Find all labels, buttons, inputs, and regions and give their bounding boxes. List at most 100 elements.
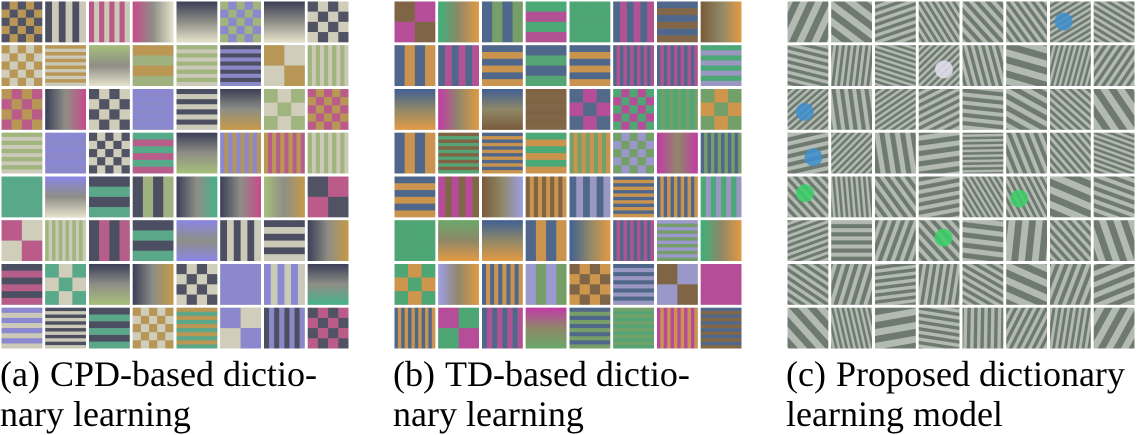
atom-tile (613, 45, 654, 86)
caption-b-label: (b) (393, 354, 435, 394)
atom-tile (831, 307, 872, 349)
atom-tile (787, 1, 829, 43)
atom-tile (875, 264, 916, 305)
atom-tile (1050, 307, 1091, 349)
atom-tile (176, 132, 218, 174)
atom-tile (1006, 132, 1047, 174)
atom-tile (1, 176, 43, 218)
atom-tile (1050, 89, 1091, 130)
atom-tile (307, 176, 349, 218)
atom-tile (657, 1, 698, 43)
atom-tile (307, 1, 349, 43)
atom-tile (1, 132, 43, 174)
atom-tile (438, 89, 479, 130)
atom-tile (89, 307, 130, 349)
atom-tile (1050, 1, 1091, 43)
atom-tile (394, 264, 436, 305)
atom-tile (176, 89, 218, 130)
atom-tile (613, 89, 654, 130)
atom-tile (831, 264, 872, 305)
atom-tile (394, 1, 436, 43)
atom-tile (89, 176, 130, 218)
caption-c-label: (c) (786, 354, 826, 394)
atom-tile (176, 307, 218, 349)
atom-tile (89, 220, 130, 261)
atom-tile (438, 264, 479, 305)
atom-tile (264, 132, 305, 174)
atom-tile (1, 307, 43, 349)
atom-tile (394, 45, 436, 86)
atom-tile (132, 45, 174, 86)
atom-tile (220, 220, 261, 261)
atom-tile (525, 1, 567, 43)
atom-tile (875, 132, 916, 174)
atom-tile (962, 307, 1004, 349)
atom-tile (176, 176, 218, 218)
atom-tile (657, 264, 698, 305)
atom-tile (613, 307, 654, 349)
atom-tile (438, 176, 479, 218)
atom-tile (45, 1, 86, 43)
caption-a-line-1: (a) CPD-based dictio- (0, 354, 350, 394)
caption-b-text-1: TD-based dictio- (444, 354, 690, 394)
atom-tile (1093, 132, 1135, 174)
atom-tile (918, 1, 960, 43)
caption-b-line-1: (b) TD-based dictio- (393, 354, 743, 394)
atom-tile (1006, 89, 1047, 130)
atom-tile (307, 132, 349, 174)
atom-tile (525, 220, 567, 261)
atom-tile (1050, 264, 1091, 305)
atoms-svg-c (787, 1, 1135, 349)
atom-tile (962, 176, 1004, 218)
atom-tile (264, 220, 305, 261)
atom-tile (657, 176, 698, 218)
atom-tile (220, 264, 261, 305)
atom-tile (132, 132, 174, 174)
atom-tile (1006, 307, 1047, 349)
atom-tile (394, 132, 436, 174)
atom-tile (787, 89, 829, 130)
atom-tile (482, 45, 523, 86)
atom-tile (132, 89, 174, 130)
atom-tile (1006, 1, 1047, 43)
atom-tile (1093, 176, 1135, 218)
atom-tile (918, 45, 960, 86)
atom-tile (1006, 220, 1047, 261)
atom-tile (657, 307, 698, 349)
atom-tile (700, 176, 742, 218)
caption-c-line-2: learning model (786, 394, 1003, 434)
atom-tile (307, 89, 349, 130)
atom-tile (787, 45, 829, 86)
atom-tile (700, 307, 742, 349)
atom-tile (132, 176, 174, 218)
atom-tile (831, 1, 872, 43)
atom-tile (831, 89, 872, 130)
atom-tile (482, 176, 523, 218)
atom-tile (525, 89, 567, 130)
atom-tile (787, 176, 829, 218)
atom-tile (700, 264, 742, 305)
atom-tile (394, 307, 436, 349)
atom-tile (264, 264, 305, 305)
atom-tile (394, 220, 436, 261)
atom-tile (438, 307, 479, 349)
caption-a-line-2: nary learning (0, 394, 191, 434)
atoms-svg-a (1, 1, 349, 349)
atom-tile (569, 132, 611, 174)
atom-tile (1093, 45, 1135, 86)
atom-tile (132, 220, 174, 261)
atoms-svg-b (394, 1, 742, 349)
atom-tile (482, 220, 523, 261)
caption-c-line-1: (c) Proposed dictionary (786, 354, 1136, 394)
atom-tile (264, 45, 305, 86)
atom-tile (875, 307, 916, 349)
atom-tile (918, 307, 960, 349)
atom-tile (1093, 89, 1135, 130)
atom-tile (918, 89, 960, 130)
atom-tile (482, 89, 523, 130)
atom-tile (1050, 176, 1091, 218)
atom-tile (89, 89, 130, 130)
atom-tile (1050, 220, 1091, 261)
atom-tile (307, 220, 349, 261)
atom-tile (307, 264, 349, 305)
